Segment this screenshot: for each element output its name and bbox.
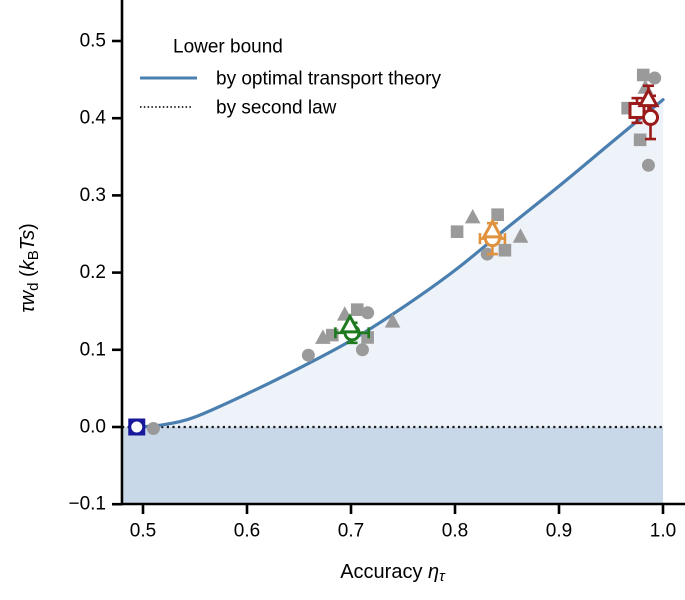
gray-circle-marker — [146, 422, 160, 436]
fill-under-curve — [136, 99, 663, 427]
y-tick-label: 0.2 — [80, 262, 106, 283]
gray-triangle-marker — [464, 208, 481, 224]
fill-below-zero — [123, 427, 663, 504]
legend-label-second-law: by second law — [216, 98, 337, 119]
y-tick-label: 0.5 — [80, 31, 106, 52]
gray-triangle-marker — [512, 228, 529, 243]
highlight-triangle-marker — [481, 218, 504, 239]
gray-square-marker — [633, 133, 647, 147]
x-axis-label: Accuracy ητ — [340, 561, 446, 585]
x-tick-label: 0.7 — [338, 521, 364, 542]
y-tick-label: 0.1 — [80, 339, 106, 360]
gray-circle-marker — [355, 343, 369, 357]
y-axis-label-text: τwd (kBTs) — [17, 223, 42, 313]
y-tick-label: −0.1 — [68, 494, 106, 515]
y-tick-label: 0.0 — [80, 417, 106, 438]
axes: 0.5 0.4 0.3 0.2 0.1 0.0 −0.1 0.5 0.6 0.7 0.8 0.9 1.0 — [68, 0, 685, 542]
legend: Lower bound by optimal transport theory … — [140, 37, 441, 119]
highlight-circle-marker — [642, 108, 660, 126]
legend-title: Lower bound — [173, 37, 283, 58]
gray-square-marker — [636, 68, 650, 82]
legend-label-optimal-transport: by optimal transport theory — [216, 69, 441, 90]
y-tick-label: 0.3 — [80, 185, 106, 206]
x-tick-label: 0.8 — [442, 521, 468, 542]
gray-square-marker — [450, 225, 464, 238]
gray-circle-marker — [641, 158, 655, 172]
y-tick-label: 0.4 — [80, 108, 107, 129]
y-axis-label: τwd (kBTs) — [17, 223, 42, 313]
gray-circle-marker — [361, 306, 375, 320]
gray-square-marker — [491, 208, 504, 221]
x-tick-label: 0.9 — [546, 521, 572, 542]
gray-circle-marker — [301, 348, 315, 362]
highlight-triangle-marker — [637, 87, 660, 108]
lower-bound-curve — [135, 98, 665, 429]
x-axis-label-text: Accuracy ητ — [340, 561, 446, 585]
gray-circle-marker — [648, 71, 662, 85]
highlight-circle-marker — [128, 418, 146, 436]
optimal-transport-curve — [135, 98, 665, 429]
x-tick-label: 0.6 — [234, 521, 260, 542]
x-tick-label: 1.0 — [650, 521, 676, 542]
shaded-fills — [123, 99, 663, 504]
x-tick-label: 0.5 — [130, 521, 156, 542]
gray-triangle-marker — [384, 313, 401, 328]
highlight-data-points — [128, 84, 660, 436]
gray-square-marker — [498, 243, 512, 257]
highlight-triangle-marker — [338, 313, 361, 334]
gray-square-marker — [350, 303, 364, 316]
